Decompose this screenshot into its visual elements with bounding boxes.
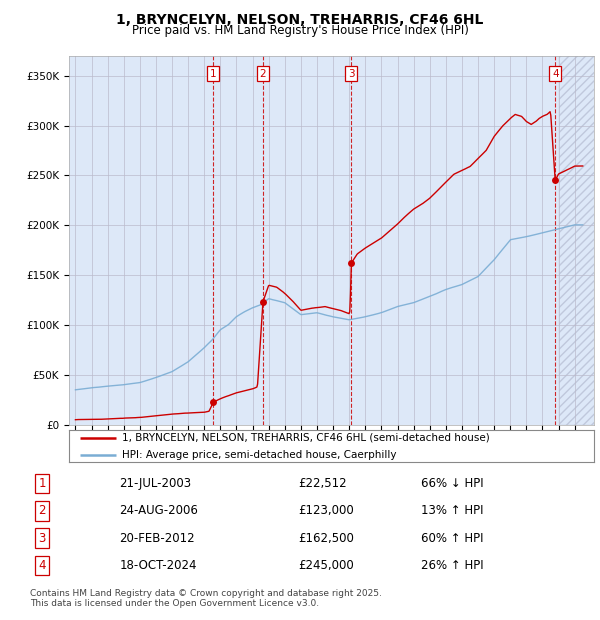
Text: 1, BRYNCELYN, NELSON, TREHARRIS, CF46 6HL (semi-detached house): 1, BRYNCELYN, NELSON, TREHARRIS, CF46 6H… [121,433,489,443]
Bar [559,56,600,425]
Text: 3: 3 [38,532,46,545]
Text: 4: 4 [38,559,46,572]
Text: HPI: Average price, semi-detached house, Caerphilly: HPI: Average price, semi-detached house,… [121,450,396,460]
Text: 20-FEB-2012: 20-FEB-2012 [119,532,195,545]
Text: £123,000: £123,000 [298,505,353,518]
Text: 3: 3 [348,69,355,79]
Text: £22,512: £22,512 [298,477,346,490]
Text: 66% ↓ HPI: 66% ↓ HPI [421,477,483,490]
Text: 1: 1 [38,477,46,490]
Text: 4: 4 [552,69,559,79]
Text: 21-JUL-2003: 21-JUL-2003 [119,477,191,490]
Text: Price paid vs. HM Land Registry's House Price Index (HPI): Price paid vs. HM Land Registry's House … [131,24,469,37]
Text: 2: 2 [260,69,266,79]
Text: 2: 2 [38,505,46,518]
Text: 1: 1 [210,69,217,79]
Text: 60% ↑ HPI: 60% ↑ HPI [421,532,483,545]
Bar [559,56,600,425]
Text: 24-AUG-2006: 24-AUG-2006 [119,505,198,518]
Text: Contains HM Land Registry data © Crown copyright and database right 2025.
This d: Contains HM Land Registry data © Crown c… [30,589,382,608]
Text: 18-OCT-2024: 18-OCT-2024 [119,559,197,572]
Text: £162,500: £162,500 [298,532,354,545]
Bar [559,56,600,425]
Text: 13% ↑ HPI: 13% ↑ HPI [421,505,483,518]
Text: £245,000: £245,000 [298,559,353,572]
Text: 26% ↑ HPI: 26% ↑ HPI [421,559,483,572]
Text: 1, BRYNCELYN, NELSON, TREHARRIS, CF46 6HL: 1, BRYNCELYN, NELSON, TREHARRIS, CF46 6H… [116,13,484,27]
